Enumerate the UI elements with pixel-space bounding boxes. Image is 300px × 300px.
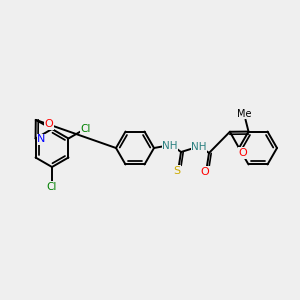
Text: Cl: Cl	[81, 124, 91, 134]
Text: NH: NH	[191, 142, 207, 152]
Text: Cl: Cl	[47, 182, 57, 192]
Text: O: O	[201, 167, 209, 177]
Text: O: O	[238, 148, 247, 158]
Text: NH: NH	[162, 141, 178, 151]
Text: S: S	[173, 166, 181, 176]
Text: O: O	[45, 119, 53, 129]
Text: Me: Me	[237, 109, 252, 118]
Text: N: N	[38, 134, 46, 145]
